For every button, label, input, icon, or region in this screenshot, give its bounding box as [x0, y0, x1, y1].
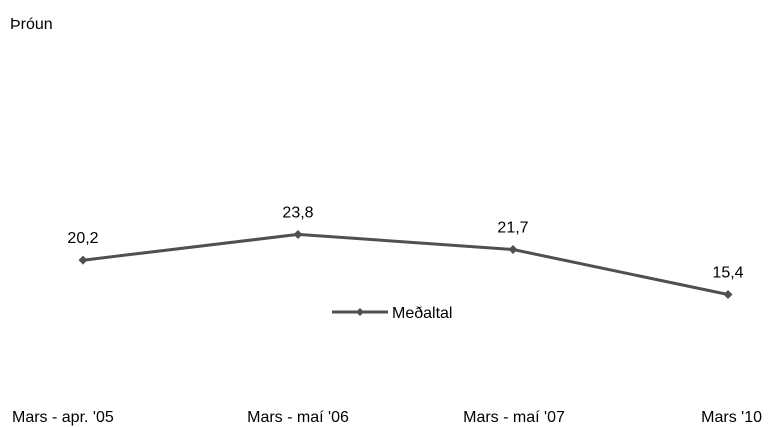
x-tick-label: Mars - apr. '05 [12, 409, 114, 426]
data-label: 23,8 [282, 204, 313, 221]
data-point-marker [293, 229, 303, 239]
x-axis-labels: Mars - apr. '05 Mars - maí '06 Mars - maí … [12, 409, 762, 426]
legend-label: Meðaltal [392, 305, 452, 322]
series-layer: 20,2 23,8 21,7 15,4 [67, 204, 744, 299]
data-point-marker [723, 290, 733, 299]
data-label: 20,2 [67, 230, 98, 247]
series-line-meðaltal [82, 232, 729, 296]
x-tick-label: Mars '10 [701, 409, 762, 426]
chart-title: Þróun [10, 16, 53, 33]
legend-marker [356, 308, 364, 316]
legend: Meðaltal [332, 305, 452, 322]
x-tick-label: Mars - maí '06 [247, 409, 349, 426]
data-point-marker [508, 244, 518, 254]
x-tick-label: Mars - maí '07 [463, 409, 565, 426]
data-point-marker [78, 255, 88, 265]
data-label: 15,4 [712, 265, 743, 282]
data-label: 21,7 [497, 219, 528, 236]
